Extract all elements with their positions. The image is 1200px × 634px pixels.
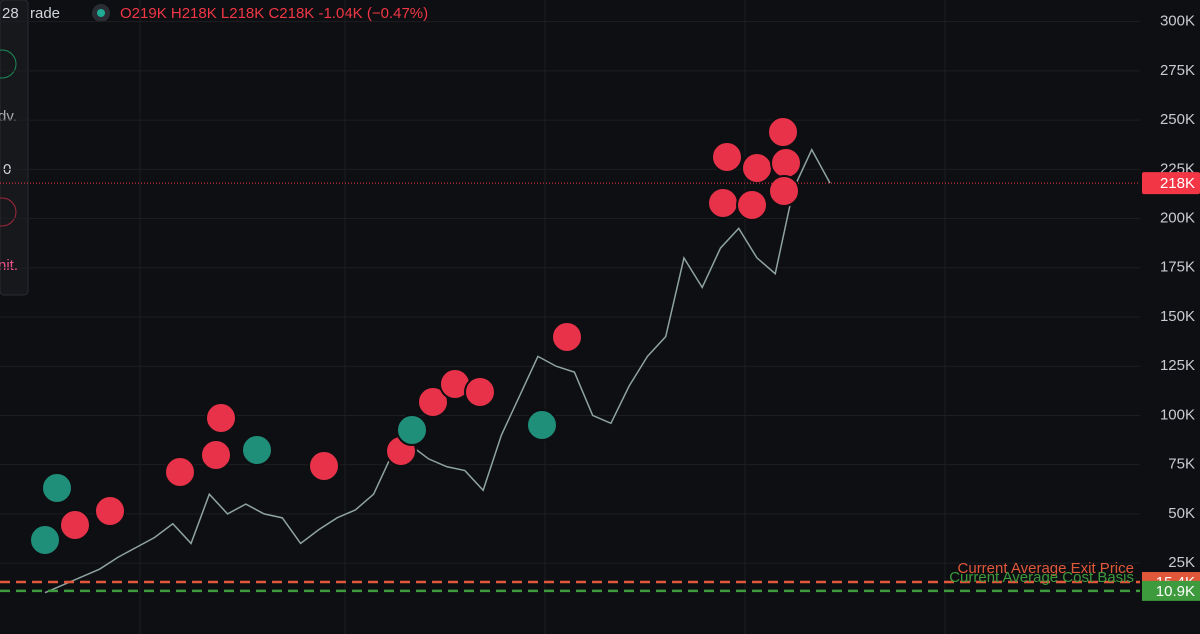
y-tick-label: 175K bbox=[1160, 259, 1195, 276]
trade-icon bbox=[94, 495, 126, 527]
side-panel bbox=[0, 0, 29, 296]
y-tick-label: 250K bbox=[1160, 111, 1195, 128]
trade-icon bbox=[308, 450, 340, 482]
trade-icon bbox=[241, 434, 273, 466]
trade-icon bbox=[200, 439, 232, 471]
y-tick-label: 275K bbox=[1160, 62, 1195, 79]
trade-icon bbox=[741, 152, 773, 184]
y-tick-label: 150K bbox=[1160, 308, 1195, 325]
symbol: rade bbox=[30, 5, 60, 22]
y-tick-label: 25K bbox=[1168, 554, 1195, 571]
panel-icon bbox=[0, 197, 17, 227]
y-tick-label: 75K bbox=[1168, 456, 1195, 473]
panel-icon bbox=[0, 49, 17, 79]
y-tick-label: 300K bbox=[1160, 13, 1195, 30]
ohlc: O219K H218K L218K C218K -1.04K (−0.47%) bbox=[120, 5, 428, 22]
reference-name: Current Average Exit Price bbox=[958, 560, 1134, 577]
trade-icon bbox=[526, 409, 558, 441]
trade-icon bbox=[711, 141, 743, 173]
trade-icon bbox=[164, 456, 196, 488]
trade-icon bbox=[770, 147, 802, 179]
trade-icon bbox=[767, 116, 799, 148]
price-line bbox=[44, 147, 831, 594]
reference-box bbox=[1142, 580, 1200, 601]
trade-icon bbox=[417, 386, 449, 418]
panel-text: 28 bbox=[2, 5, 19, 22]
trade-icon bbox=[205, 402, 237, 434]
panel-text: dv. bbox=[0, 108, 17, 125]
trade-icon bbox=[736, 189, 768, 221]
trade-icon bbox=[768, 175, 800, 207]
trade-icon bbox=[29, 524, 61, 556]
trade-icon bbox=[464, 376, 496, 408]
reference-label: 10.9K bbox=[1156, 583, 1195, 600]
y-tick-label: 200K bbox=[1160, 210, 1195, 227]
last-price-label: 218K bbox=[1160, 175, 1195, 192]
trade-icon bbox=[551, 321, 583, 353]
status-dot bbox=[97, 9, 105, 17]
trade-icon bbox=[707, 187, 739, 219]
panel-text: nit. bbox=[0, 257, 18, 274]
trade-icon bbox=[41, 472, 73, 504]
reference-name: Current Average Cost Basis bbox=[949, 569, 1134, 586]
last-price-box bbox=[1142, 172, 1200, 195]
trade-icon bbox=[59, 509, 91, 541]
y-tick-label: 50K bbox=[1168, 505, 1195, 522]
y-tick-label: 100K bbox=[1160, 406, 1195, 423]
trade-icon bbox=[396, 414, 428, 446]
y-tick-label: 125K bbox=[1160, 357, 1195, 374]
